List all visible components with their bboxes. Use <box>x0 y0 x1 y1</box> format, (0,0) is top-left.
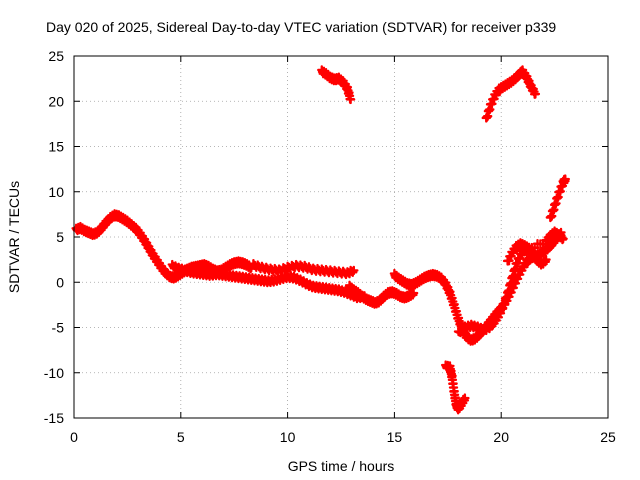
data-point <box>530 89 541 99</box>
y-tick-label: 0 <box>56 274 64 290</box>
data-point <box>345 94 356 105</box>
grid <box>74 56 608 418</box>
x-tick-label: 10 <box>280 429 296 445</box>
series-track-d <box>344 280 419 309</box>
data-point <box>541 254 551 265</box>
y-tick-label: 20 <box>48 93 64 109</box>
y-tick-label: -5 <box>52 320 65 336</box>
y-tick-label: 10 <box>48 184 64 200</box>
chart-title: Day 020 of 2025, Sidereal Day-to-day VTE… <box>46 19 556 35</box>
x-tick-label: 25 <box>600 429 616 445</box>
data-point <box>560 174 570 184</box>
series-track-g <box>502 226 568 266</box>
axis-ticks: 0 5 10 15 20 25 -15 -10 -5 0 5 10 15 20 25 <box>44 48 616 445</box>
series-track-i <box>317 65 356 105</box>
y-axis-label: SDTVAR / TECUs <box>6 181 22 293</box>
data-point <box>558 234 568 244</box>
y-tick-label: 15 <box>48 139 64 155</box>
x-tick-label: 0 <box>70 429 78 445</box>
series-track-h <box>545 174 570 223</box>
x-tick-label: 15 <box>387 429 403 445</box>
series-track-j <box>481 65 541 123</box>
plot-frame <box>73 55 609 419</box>
x-axis-label: GPS time / hours <box>288 458 395 474</box>
series-track-c <box>248 258 359 280</box>
series-track-f <box>453 243 551 338</box>
y-tick-label: -10 <box>44 365 64 381</box>
data-point <box>460 393 470 403</box>
data-points <box>71 65 570 415</box>
y-tick-label: 25 <box>48 48 64 64</box>
series-track-k <box>440 360 470 415</box>
data-point <box>349 265 359 276</box>
y-tick-label: -15 <box>44 410 64 426</box>
y-tick-label: 5 <box>56 229 64 245</box>
x-tick-label: 20 <box>493 429 509 445</box>
x-tick-label: 5 <box>177 429 185 445</box>
data-point <box>408 288 419 298</box>
